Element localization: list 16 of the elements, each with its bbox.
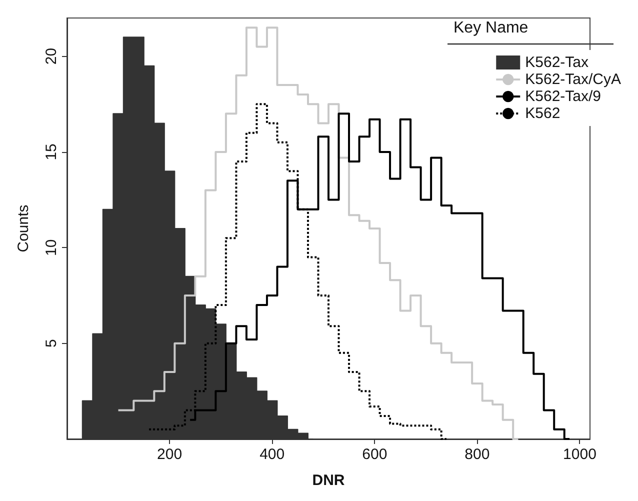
x-tick-label: 200 [157, 446, 182, 463]
y-tick-label: 10 [43, 239, 60, 256]
x-axis-title: DNR [312, 472, 345, 489]
x-tick-label: 600 [362, 446, 388, 463]
x-tick-label: 400 [260, 446, 285, 463]
legend-label: K562-Tax/CyA [525, 71, 621, 88]
legend-label: K562-Tax/9 [525, 88, 602, 105]
legend-title: Key Name [454, 20, 528, 36]
y-axis-title: Counts [15, 204, 32, 252]
y-tick-label: 15 [43, 144, 60, 160]
legend-label: K562 [525, 105, 560, 122]
y-tick-label: 5 [43, 339, 60, 348]
y-tick-label: 20 [43, 48, 60, 65]
legend-label: K562-Tax [525, 54, 589, 71]
x-tick-label: 800 [464, 446, 490, 463]
x-tick-label: 1000 [563, 446, 596, 463]
